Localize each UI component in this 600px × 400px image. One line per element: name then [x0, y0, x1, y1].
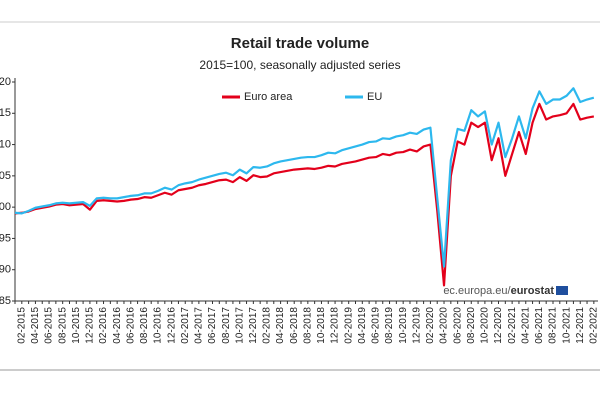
- x-tick-label: 06-2019: [371, 307, 382, 344]
- y-tick-label: 110: [0, 138, 11, 150]
- y-tick-label: 120: [0, 76, 11, 88]
- y-tick-label: 100: [0, 201, 11, 213]
- x-tick-label: 10-2019: [398, 307, 409, 344]
- x-tick-label: 02-2018: [262, 307, 273, 344]
- x-tick-label: 10-2016: [153, 307, 164, 344]
- x-tick-label: 04-2018: [275, 307, 286, 344]
- x-tick-label: 12-2017: [248, 307, 259, 344]
- x-tick-label: 06-2018: [289, 307, 300, 344]
- eu-flag: [556, 286, 568, 295]
- x-tick-label: 08-2021: [548, 307, 559, 344]
- x-tick-label: 06-2017: [207, 307, 218, 344]
- x-tick-label: 04-2016: [112, 307, 123, 344]
- x-tick-label: 02-2019: [343, 307, 354, 344]
- y-tick-label: 105: [0, 170, 11, 182]
- legend-label: Euro area: [244, 91, 293, 103]
- x-tick-label: 12-2019: [411, 307, 422, 344]
- x-tick-label: 02-2015: [16, 307, 27, 344]
- legend-label: EU: [367, 91, 382, 103]
- x-tick-label: 02-2020: [425, 307, 436, 344]
- x-tick-label: 08-2020: [466, 307, 477, 344]
- series-line: [14, 87, 595, 268]
- source: ec.europa.eu/ eurostat: [443, 285, 568, 297]
- source-text: ec.europa.eu/: [443, 285, 511, 297]
- x-tick-label: 12-2015: [85, 307, 96, 344]
- x-tick-label: 04-2019: [357, 307, 368, 344]
- x-tick-label: 10-2018: [316, 307, 327, 344]
- y-tick-label: 115: [0, 107, 11, 119]
- x-tick-label: 12-2021: [575, 307, 586, 344]
- x-tick-label: 04-2015: [30, 307, 41, 344]
- x-tick-label: 02-2017: [180, 307, 191, 344]
- x-tick-label: 06-2015: [44, 307, 55, 344]
- y-tick-label: 95: [0, 232, 11, 244]
- x-tick-label: 10-2021: [561, 307, 572, 344]
- x-tick-label: 08-2018: [302, 307, 313, 344]
- source-brand: eurostat: [511, 285, 555, 297]
- x-tick-label: 02-2016: [98, 307, 109, 344]
- x-tick-label: 02-2022: [588, 307, 599, 344]
- x-tick-label: 08-2017: [221, 307, 232, 344]
- x-tick-label: 08-2016: [139, 307, 150, 344]
- x-tick-label: 10-2015: [71, 307, 82, 344]
- x-tick-label: 10-2020: [480, 307, 491, 344]
- y-tick-label: 90: [0, 264, 11, 276]
- x-tick-label: 06-2020: [452, 307, 463, 344]
- series-line: [14, 102, 595, 287]
- chart-title: Retail trade volume: [231, 35, 369, 52]
- x-tick-label: 06-2021: [534, 307, 545, 344]
- chart-subtitle: 2015=100, seasonally adjusted series: [199, 58, 400, 72]
- x-tick-label: 02-2021: [507, 307, 518, 344]
- x-tick-label: 04-2020: [439, 307, 450, 344]
- x-tick-label: 04-2017: [194, 307, 205, 344]
- x-tick-label: 08-2019: [384, 307, 395, 344]
- x-tick-label: 12-2020: [493, 307, 504, 344]
- x-tick-label: 04-2021: [520, 307, 531, 344]
- x-tick-label: 08-2015: [57, 307, 68, 344]
- x-tick-label: 12-2016: [166, 307, 177, 344]
- x-tick-label: 10-2017: [234, 307, 245, 344]
- x-tick-label: 12-2018: [330, 307, 341, 344]
- y-tick-label: 85: [0, 295, 11, 307]
- x-tick-label: 06-2016: [125, 307, 136, 344]
